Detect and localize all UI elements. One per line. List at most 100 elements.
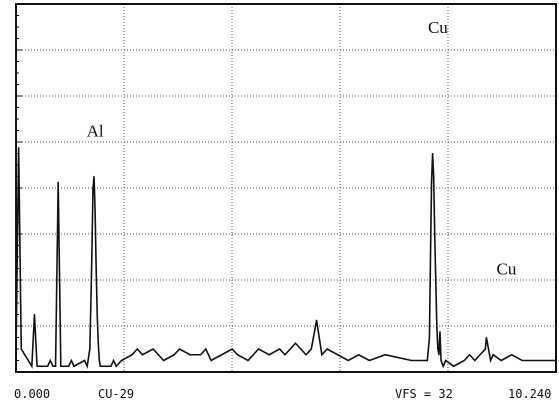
spectrum-point: [305, 354, 307, 356]
spectrum-point: [310, 348, 312, 350]
spectrum-point: [490, 359, 492, 362]
spectrum-point: [36, 365, 38, 367]
spectrum-point: [474, 359, 476, 362]
spectrum-point: [433, 175, 435, 178]
spectrum-point: [20, 348, 22, 350]
spectrum-point: [486, 342, 489, 344]
spectrum-point: [429, 256, 432, 258]
spectrum-point: [60, 365, 62, 367]
spectrum-point: [189, 354, 191, 356]
spectrum-point: [257, 348, 260, 350]
spectrum-point: [542, 359, 544, 362]
spectrum-point: [432, 152, 434, 155]
spectrum-point: [430, 181, 433, 183]
spectrum-point: [89, 348, 91, 350]
spectrum-point: [484, 348, 486, 350]
spectrum-point: [453, 365, 455, 367]
spectrum-point: [86, 365, 88, 367]
spectrum-point: [284, 354, 286, 356]
spectrum-point: [68, 365, 70, 367]
spectrum-point: [410, 359, 413, 362]
spectrum-point: [120, 359, 123, 362]
spectrum-point: [337, 354, 339, 356]
spectrum-point: [83, 359, 86, 362]
spectrum-point: [279, 348, 281, 350]
spectrum-point: [173, 354, 175, 356]
spectrum-point: [136, 348, 138, 350]
spectrum-point: [31, 365, 33, 367]
spectrum-point: [347, 359, 349, 362]
x-min-label: 0.000: [14, 387, 50, 401]
spectrum-point: [97, 342, 99, 344]
spectrum-point: [178, 348, 181, 350]
spectrum-point: [500, 359, 502, 362]
spectrum-point: [445, 359, 447, 362]
spectrum-point: [492, 354, 494, 356]
spectrum-point: [463, 359, 465, 362]
x-max-label: 10.240: [508, 387, 551, 401]
spectrum-point: [157, 354, 159, 356]
spectrum-point: [57, 181, 59, 183]
spectrum-point: [326, 348, 328, 350]
spectrum-point: [98, 359, 100, 362]
spectrum-point: [479, 354, 481, 356]
spectrum-point: [437, 348, 439, 350]
spectrum-point: [73, 365, 75, 367]
spectrum-point: [384, 354, 386, 356]
spectrum-point: [91, 250, 93, 252]
chart-grid: [16, 4, 556, 372]
spectrum-point: [221, 354, 223, 356]
spectrum-point: [468, 354, 471, 356]
spectrum-point: [163, 359, 165, 362]
spectrum-point: [442, 365, 444, 367]
spectrum-points: [15, 147, 557, 367]
spectrum-point: [112, 359, 115, 362]
spectrum-point: [101, 365, 104, 367]
spectrum-point: [199, 354, 202, 356]
spectrum-point: [321, 354, 323, 356]
spectrum-point: [488, 354, 491, 356]
spectrum-point: [52, 365, 54, 367]
peak-label-cu-2: Cu: [497, 259, 517, 278]
spectrum-point: [95, 267, 97, 270]
spectrum-point: [268, 354, 270, 356]
spectrum-point: [231, 348, 233, 350]
vertical-full-scale-label: VFS = 32: [395, 387, 453, 401]
spectrum-point: [100, 365, 103, 367]
spectrum-point: [47, 365, 49, 367]
peak-label-cu-1: Cu: [428, 18, 448, 37]
spectrum-point: [315, 319, 318, 321]
spectrum-point: [511, 354, 513, 356]
spectrum-point: [152, 348, 154, 350]
spectrum-point: [90, 302, 92, 304]
spectrum-point: [247, 359, 249, 362]
spectrum-point: [94, 210, 96, 212]
spectrum-point: [99, 365, 101, 367]
spectrum-point: [440, 359, 442, 362]
spectrum-point: [49, 359, 51, 362]
spectrum-series-line: [15, 147, 556, 370]
spectrum-point: [428, 336, 431, 339]
spectrum-point: [434, 233, 436, 235]
spectrum-point: [358, 354, 360, 356]
spectrum-point: [15, 354, 17, 356]
spectrum-point: [368, 359, 370, 362]
spectrum-point: [141, 354, 144, 356]
spectrum-point: [18, 147, 20, 149]
spectrum-point: [426, 359, 428, 362]
spectrum-point: [33, 313, 36, 316]
spectrum-point: [439, 331, 441, 333]
spectrum-point: [436, 325, 438, 327]
spectrum-point: [487, 348, 490, 350]
spectrum-point: [93, 175, 95, 178]
spectrum-point: [438, 354, 440, 356]
spectrum-point: [54, 365, 57, 367]
spectrum-point: [131, 354, 133, 356]
spectrum-point: [521, 359, 523, 362]
spectrum-point: [92, 187, 94, 189]
spectrum-point: [110, 365, 112, 367]
spectrum-point: [115, 365, 117, 367]
spectrum-point: [532, 359, 534, 362]
spectrum-point: [485, 336, 487, 339]
